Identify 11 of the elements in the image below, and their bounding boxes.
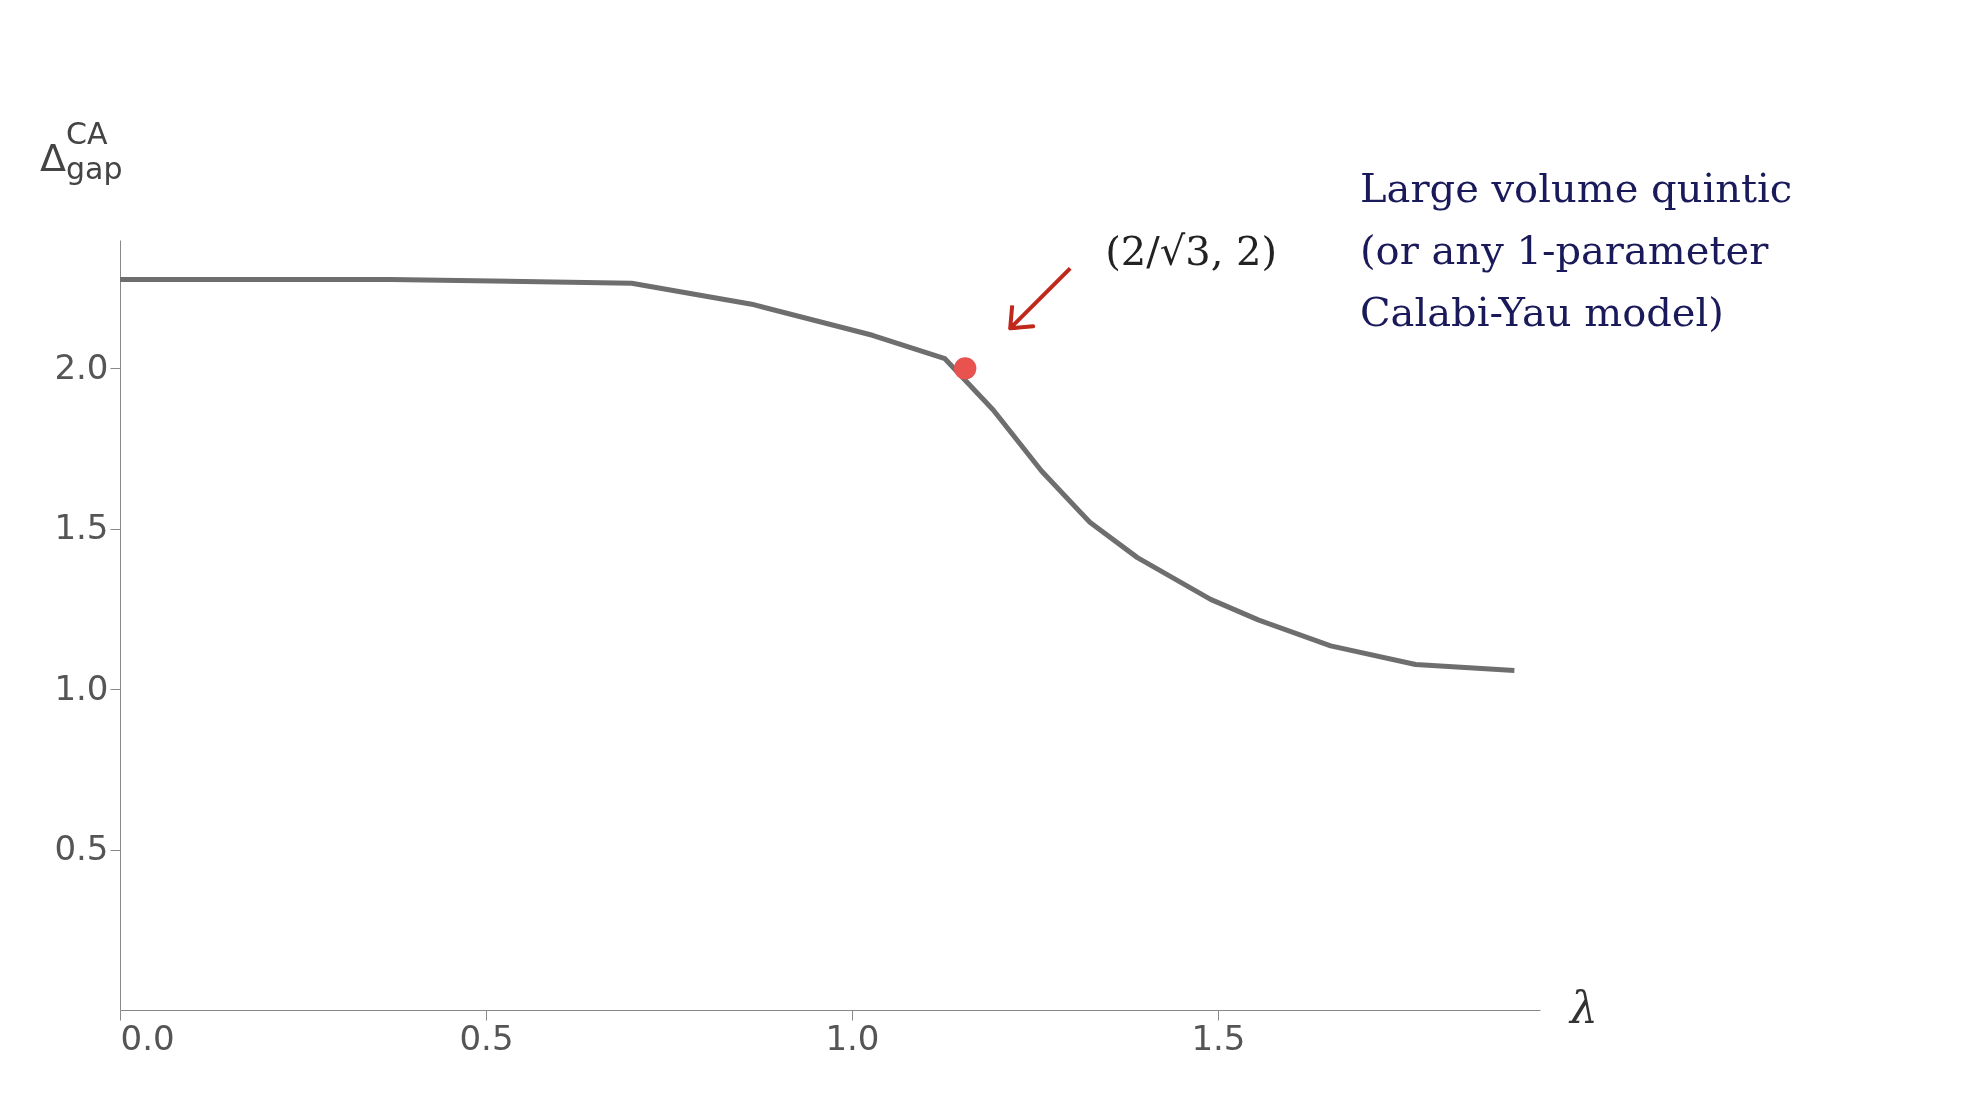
x-tick-label: 0.0 <box>120 1017 175 1058</box>
y-tick-label: 2.0 <box>54 346 109 387</box>
annotation: (2/√3, 2) <box>1105 228 1278 275</box>
x-tick-label: 1.5 <box>1191 1017 1246 1058</box>
x-axis-title: λ <box>1568 982 1598 1033</box>
x-tick-label: 0.5 <box>459 1017 514 1058</box>
y-tick-label: 1.0 <box>54 667 109 708</box>
x-tick-label: 1.0 <box>825 1017 880 1058</box>
y-tick-label: 0.5 <box>54 828 109 869</box>
y-tick-label: 1.5 <box>54 507 109 548</box>
annotation: Large volume quintic (or any 1-parameter Calabi-Yau model) <box>1360 165 1793 335</box>
